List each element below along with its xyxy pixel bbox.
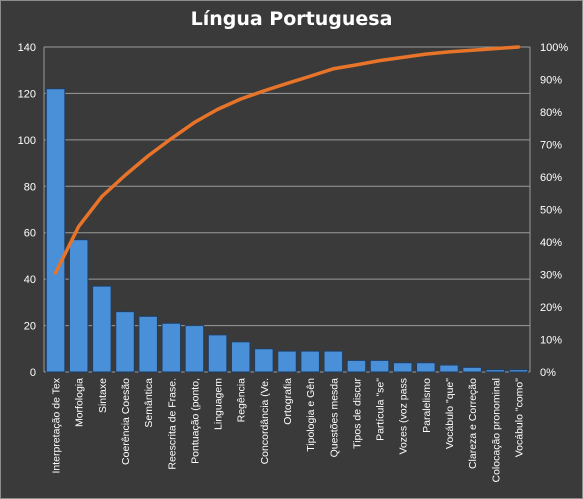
x-tick-label: Clareza e Correção bbox=[467, 378, 479, 469]
cumulative-line bbox=[53, 45, 521, 275]
x-tick-label: Coerência Coesão bbox=[120, 378, 132, 465]
chart-title: Língua Portuguesa bbox=[190, 8, 393, 30]
y-left-tick-label: 120 bbox=[18, 88, 36, 100]
bar bbox=[416, 362, 436, 373]
y-right-tick-label: 60% bbox=[540, 172, 562, 184]
y-right-tick-label: 80% bbox=[540, 107, 562, 119]
bar bbox=[346, 359, 367, 373]
bar bbox=[138, 315, 158, 373]
x-tick-label: Tipos de discur bbox=[351, 378, 363, 449]
bar bbox=[92, 285, 112, 373]
x-tick-label: Pontuação (ponto, bbox=[189, 378, 201, 464]
bar bbox=[115, 311, 135, 373]
y-right-tick-label: 50% bbox=[540, 205, 562, 217]
y-right-tick-label: 0% bbox=[540, 367, 556, 379]
y-right-tick-label: 70% bbox=[540, 140, 562, 152]
bar bbox=[161, 322, 182, 373]
y-left-tick-label: 80 bbox=[24, 181, 36, 193]
bar bbox=[254, 348, 274, 373]
bar bbox=[369, 359, 390, 373]
x-tick-label: Questões mesda bbox=[328, 378, 340, 458]
x-tick-label: Sintaxe bbox=[97, 378, 109, 413]
x-tick-label: Concordância (Ve. bbox=[259, 378, 271, 464]
y-right-tick-label: 30% bbox=[540, 270, 562, 282]
x-tick-label: Paralelismo bbox=[421, 378, 433, 433]
bar bbox=[45, 88, 66, 373]
x-tick-label: Interpretação de Tex bbox=[51, 377, 63, 473]
bar bbox=[184, 325, 205, 373]
x-tick-label: Vocábulo "que" bbox=[444, 378, 456, 449]
x-tick-label: Semântica bbox=[143, 378, 155, 428]
x-tick-label: Linguagem bbox=[213, 378, 225, 430]
y-right-tick-label: 100% bbox=[540, 42, 568, 54]
bar bbox=[508, 369, 529, 373]
bar bbox=[462, 366, 482, 373]
x-tick-label: Tipologia e Gên bbox=[305, 378, 317, 452]
y-left-tick-label: 0 bbox=[30, 367, 36, 379]
x-tick-label: Morfologia bbox=[74, 378, 86, 427]
y-left-tick-label: 60 bbox=[24, 228, 36, 240]
y-right-tick-label: 90% bbox=[540, 75, 562, 87]
y-right-tick-label: 10% bbox=[540, 335, 562, 347]
bar bbox=[392, 362, 413, 373]
y-right-tick-label: 20% bbox=[540, 302, 562, 314]
y-left-tick-label: 100 bbox=[18, 135, 36, 147]
bar bbox=[323, 350, 344, 373]
y-left-tick-label: 40 bbox=[24, 274, 36, 286]
y-left-tick-label: 140 bbox=[18, 42, 36, 54]
bar bbox=[207, 334, 228, 373]
bar bbox=[230, 341, 251, 373]
y-right-tick-label: 40% bbox=[540, 237, 562, 249]
x-tick-label: Ortografia bbox=[282, 378, 294, 425]
bar bbox=[439, 364, 459, 373]
bar bbox=[300, 350, 320, 373]
bar bbox=[485, 369, 506, 373]
x-tick-label: Colocação pronominal bbox=[490, 378, 502, 482]
x-tick-label: Partícula "se" bbox=[375, 378, 387, 441]
x-tick-label: Reescrita de Frase. bbox=[166, 378, 178, 470]
bar bbox=[277, 350, 297, 373]
x-tick-label: Regência bbox=[236, 378, 248, 423]
x-tick-label: Vocábulo "como" bbox=[513, 378, 525, 458]
bar bbox=[68, 239, 89, 373]
x-tick-label: Vozes (voz pass bbox=[398, 378, 410, 454]
y-left-tick-label: 20 bbox=[24, 321, 36, 333]
